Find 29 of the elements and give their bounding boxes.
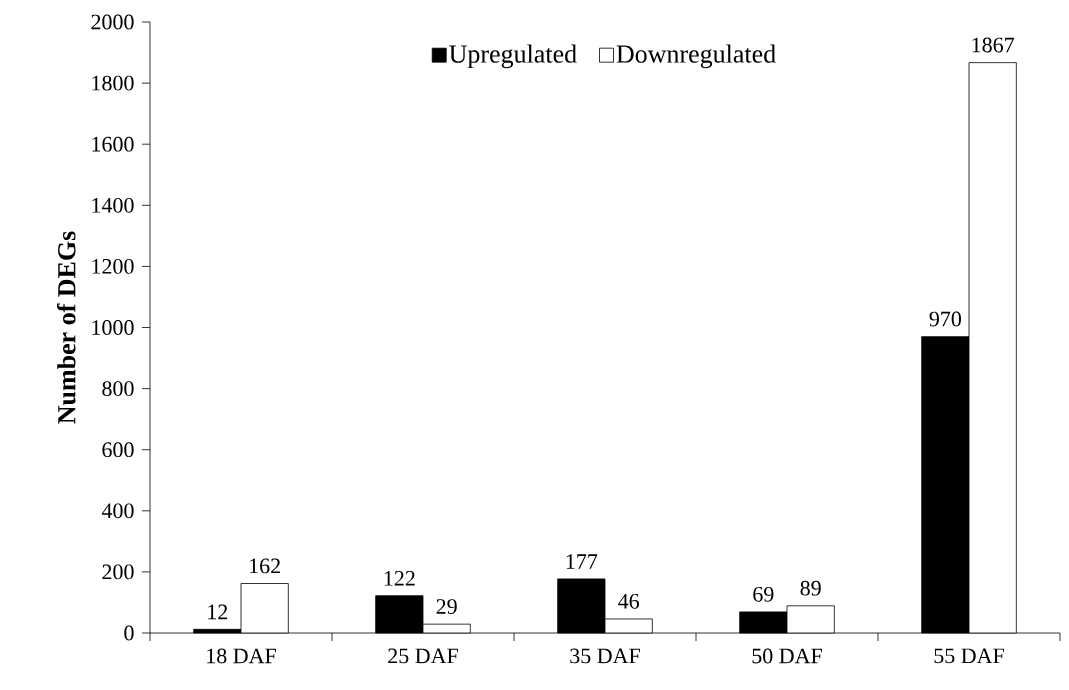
data-label: 162 [250,558,280,574]
x-tick-label: 50 DAF [752,648,822,664]
x-tick-label: 35 DAF [570,648,640,664]
x-tick-label: 18 DAF [207,648,276,664]
data-label: 177 [566,554,598,569]
y-tick-label: 1400 [92,197,134,213]
data-label: 29 [436,599,457,614]
y-tick-label: 600 [102,442,134,458]
legend-label: Downregulated [616,44,776,69]
y-axis-title: Number of DEGs [56,231,76,424]
y-tick-label: 200 [102,564,134,580]
y-tick-label: 400 [101,503,134,519]
x-tick-label: 55 DAF [934,648,1004,664]
y-tick-label: 800 [102,381,134,397]
data-label: 970 [929,311,961,327]
data-label: 69 [753,586,774,602]
y-tick-label: 1600 [92,136,134,152]
y-tick-label: 1800 [92,75,134,91]
data-label: 89 [800,580,821,596]
x-tick-label: 25 DAF [388,648,458,664]
data-label: 12 [208,604,228,620]
y-tick-label: 0 [124,625,134,641]
data-label: 122 [384,570,415,586]
y-tick-label: 2000 [91,14,134,30]
legend-label: Upregulated [449,44,577,69]
y-tick-label: 1200 [92,258,134,274]
y-tick-label: 1000 [92,320,134,335]
data-label: 1867 [972,37,1015,53]
data-label: 46 [618,593,640,609]
